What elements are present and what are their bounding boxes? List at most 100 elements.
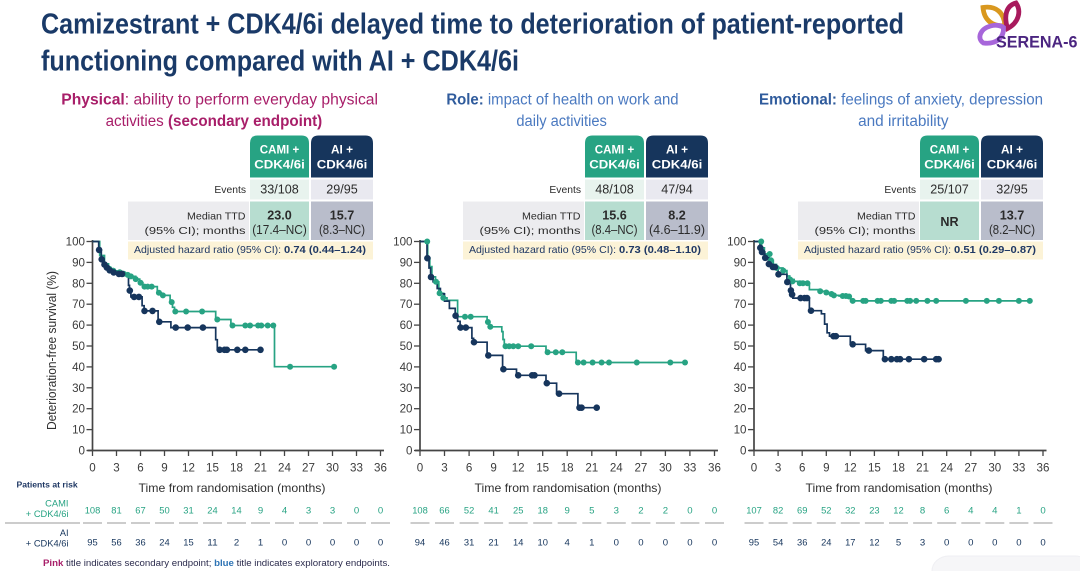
svg-text:20: 20 [400, 403, 413, 416]
svg-text:60: 60 [72, 319, 85, 332]
svg-text:12: 12 [893, 506, 903, 517]
svg-text:18: 18 [538, 506, 548, 517]
svg-text:0.51 (0.29–0.87): 0.51 (0.29–0.87) [954, 245, 1036, 256]
svg-text:36: 36 [374, 461, 387, 474]
svg-text:CDK4/6i: CDK4/6i [317, 158, 368, 172]
svg-text:30: 30 [72, 382, 85, 395]
svg-text:23.0: 23.0 [267, 209, 292, 223]
svg-text:95: 95 [87, 538, 97, 549]
svg-text:0: 0 [306, 538, 311, 549]
svg-text:33/108: 33/108 [260, 182, 299, 196]
svg-text:100: 100 [393, 236, 412, 249]
svg-text:20: 20 [72, 403, 85, 416]
svg-text:82: 82 [773, 506, 783, 517]
svg-text:11: 11 [207, 538, 217, 549]
svg-text:CAMI +: CAMI + [595, 143, 634, 157]
svg-text:Median TTD: Median TTD [522, 212, 581, 223]
svg-text:3: 3 [920, 538, 925, 549]
svg-text:AI +: AI + [1001, 143, 1023, 157]
svg-text:30: 30 [400, 382, 413, 395]
svg-text:functioning compared with AI +: functioning compared with AI + CDK4/6i [41, 46, 519, 78]
svg-text:36: 36 [708, 461, 721, 474]
svg-text:0: 0 [687, 538, 692, 549]
svg-text:0: 0 [638, 538, 643, 549]
svg-text:0: 0 [740, 445, 746, 458]
svg-text:36: 36 [1037, 461, 1050, 474]
svg-text:14: 14 [513, 538, 524, 549]
svg-text:0: 0 [712, 538, 717, 549]
svg-text:0: 0 [614, 538, 619, 549]
svg-text:0: 0 [354, 506, 359, 517]
svg-text:Events: Events [549, 185, 581, 196]
svg-text:25: 25 [513, 506, 523, 517]
svg-text:33: 33 [350, 461, 363, 474]
svg-text:Camizestrant + CDK4/6i delayed: Camizestrant + CDK4/6i delayed time to d… [41, 9, 904, 41]
svg-text:Role: impact of health on work: Role: impact of health on work and [446, 92, 678, 109]
svg-text:3: 3 [441, 461, 447, 474]
svg-text:41: 41 [488, 506, 498, 517]
svg-text:9: 9 [258, 506, 263, 517]
svg-text:2: 2 [234, 538, 239, 549]
svg-text:8.2: 8.2 [668, 209, 686, 223]
svg-text:3: 3 [330, 506, 335, 517]
svg-text:50: 50 [159, 506, 169, 517]
svg-text:Adjusted hazard ratio (95% CI): Adjusted hazard ratio (95% CI): [469, 245, 619, 256]
svg-text:CDK4/6i: CDK4/6i [924, 158, 975, 172]
svg-text:AI +: AI + [331, 143, 353, 157]
svg-text:32: 32 [845, 506, 855, 517]
svg-text:0: 0 [378, 506, 383, 517]
svg-text:0: 0 [354, 538, 359, 549]
svg-text:and irritability: and irritability [858, 113, 949, 130]
svg-text:80: 80 [400, 277, 413, 290]
svg-text:(4.6–11.9): (4.6–11.9) [649, 223, 705, 237]
svg-text:CDK4/6i: CDK4/6i [652, 158, 703, 172]
svg-text:4: 4 [565, 538, 571, 549]
svg-text:32/95: 32/95 [996, 182, 1028, 196]
svg-text:90: 90 [400, 256, 413, 269]
svg-text:4: 4 [968, 506, 974, 517]
svg-text:24: 24 [159, 538, 170, 549]
svg-text:CAMI +: CAMI + [260, 143, 299, 157]
svg-text:60: 60 [734, 319, 747, 332]
svg-text:0.73 (0.48–1.10): 0.73 (0.48–1.10) [619, 245, 701, 256]
svg-text:24: 24 [821, 538, 832, 549]
svg-text:27: 27 [302, 461, 315, 474]
svg-text:0: 0 [687, 506, 692, 517]
svg-text:0: 0 [79, 445, 85, 458]
svg-text:6: 6 [944, 506, 949, 517]
svg-text:18: 18 [561, 461, 574, 474]
svg-text:Time from randomisation (month: Time from randomisation (months) [806, 481, 993, 495]
svg-text:15.7: 15.7 [330, 209, 355, 223]
svg-text:56: 56 [111, 538, 121, 549]
svg-text:5: 5 [896, 538, 901, 549]
svg-text:(95% CI); months: (95% CI); months [480, 226, 581, 237]
svg-text:+ CDK4/6i: + CDK4/6i [26, 509, 69, 519]
svg-text:30: 30 [988, 461, 1001, 474]
svg-text:67: 67 [135, 506, 145, 517]
svg-text:0: 0 [992, 538, 997, 549]
svg-text:AI: AI [60, 528, 69, 538]
svg-text:108: 108 [412, 506, 428, 517]
svg-text:NR: NR [940, 215, 958, 229]
svg-text:0: 0 [330, 538, 335, 549]
svg-text:69: 69 [797, 506, 807, 517]
svg-text:6: 6 [799, 461, 805, 474]
svg-text:48/108: 48/108 [595, 182, 634, 196]
svg-text:CDK4/6i: CDK4/6i [589, 158, 640, 172]
svg-text:40: 40 [734, 361, 747, 374]
svg-text:9: 9 [161, 461, 167, 474]
svg-text:15: 15 [868, 461, 881, 474]
svg-text:0: 0 [1040, 538, 1045, 549]
svg-text:90: 90 [72, 256, 85, 269]
svg-text:25/107: 25/107 [930, 182, 969, 196]
svg-text:Time from randomisation (month: Time from randomisation (months) [475, 481, 662, 495]
svg-text:3: 3 [306, 506, 311, 517]
svg-text:15: 15 [183, 538, 193, 549]
svg-text:0: 0 [663, 538, 668, 549]
svg-text:activities (secondary endpoint: activities (secondary endpoint) [106, 113, 323, 130]
svg-text:2: 2 [638, 506, 643, 517]
svg-text:(8.4–NC): (8.4–NC) [592, 223, 638, 237]
svg-text:0: 0 [1040, 506, 1045, 517]
svg-text:52: 52 [821, 506, 831, 517]
svg-text:Adjusted hazard ratio (95% CI): Adjusted hazard ratio (95% CI): [804, 245, 954, 256]
